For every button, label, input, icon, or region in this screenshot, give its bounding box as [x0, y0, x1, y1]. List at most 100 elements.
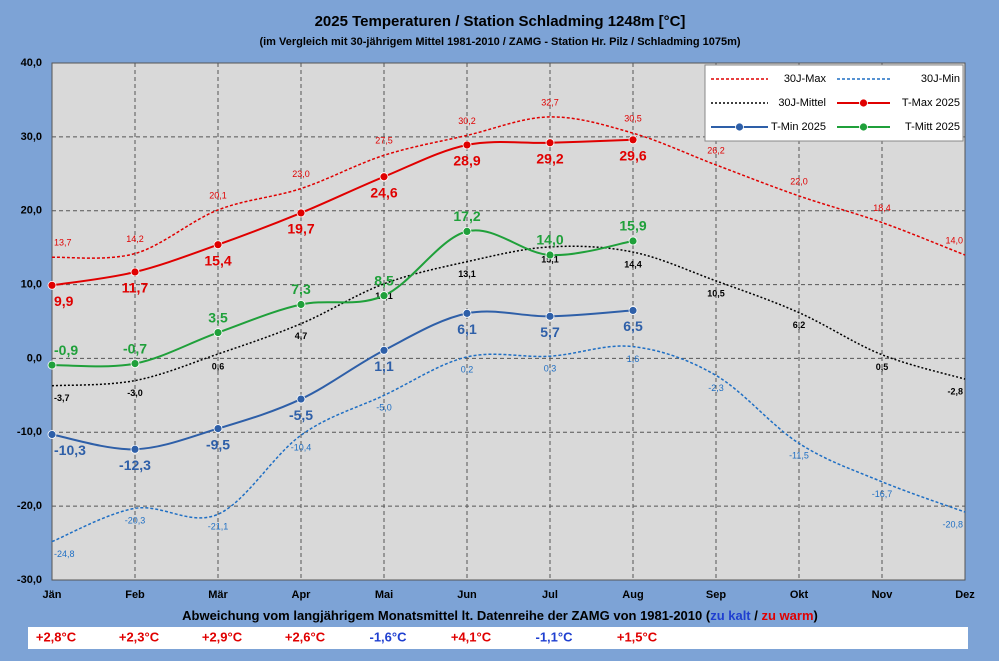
data-label: 17,2	[453, 208, 480, 224]
y-tick-label: 40,0	[21, 57, 42, 69]
marker	[545, 138, 555, 148]
data-label: 8,5	[374, 272, 394, 288]
x-tick-label: Jän	[43, 589, 62, 601]
chart-subtitle: (im Vergleich mit 30-jährigem Mittel 198…	[259, 36, 740, 48]
x-tick-label: Jun	[457, 589, 477, 601]
y-tick-label: -30,0	[17, 574, 42, 586]
legend-label: 30J-Min	[921, 73, 960, 85]
data-label: -0,7	[123, 340, 147, 356]
marker	[379, 291, 389, 301]
data-label: 0,6	[212, 361, 225, 371]
legend-marker	[859, 122, 868, 132]
data-label: 6,1	[457, 321, 477, 337]
y-tick-label: 30,0	[21, 131, 42, 143]
marker	[628, 236, 638, 246]
data-label: 7,3	[291, 281, 311, 297]
data-label: 0,5	[876, 362, 889, 372]
series-line	[51, 138, 634, 287]
data-label: 13,1	[458, 269, 476, 279]
footer-part: /	[751, 608, 762, 623]
data-label: 1,1	[374, 358, 394, 374]
legend-label: 30J-Mittel	[778, 97, 826, 109]
data-label: 30,5	[624, 114, 642, 124]
series-line	[51, 229, 634, 368]
marker	[47, 360, 57, 370]
data-label: 23,0	[292, 169, 310, 179]
y-tick-label: -20,0	[17, 500, 42, 512]
y-tick-label: 20,0	[21, 205, 42, 217]
legend-label: T-Min 2025	[771, 121, 826, 133]
data-label: 10,5	[707, 288, 725, 298]
y-tick-label: 10,0	[21, 278, 42, 290]
data-label: 14,4	[624, 259, 642, 269]
data-label: -10,3	[54, 442, 86, 458]
data-label: 4,7	[295, 331, 308, 341]
marker	[213, 424, 223, 433]
data-label: 19,7	[287, 221, 314, 237]
data-label: 32,7	[541, 97, 559, 107]
data-label: -3,7	[54, 393, 70, 403]
marker	[130, 444, 140, 454]
data-label: 18,4	[873, 203, 891, 213]
x-tick-label: Dez	[955, 589, 975, 601]
marker	[628, 306, 638, 315]
data-label: 3,5	[208, 309, 228, 325]
data-label: 29,2	[536, 150, 563, 166]
marker	[379, 345, 389, 355]
marker	[213, 328, 223, 337]
legend-marker	[735, 122, 744, 132]
data-label: 6,5	[623, 318, 643, 334]
legend-label: 30J-Max	[784, 73, 827, 85]
data-label: -5,5	[289, 407, 313, 423]
data-label: -2,3	[708, 383, 724, 393]
data-label: 0,3	[544, 364, 557, 374]
data-label: 24,6	[370, 184, 397, 200]
data-label: 28,9	[453, 153, 480, 169]
marker	[213, 240, 223, 250]
data-label: -12,3	[119, 457, 151, 473]
data-label: 0,2	[461, 364, 474, 374]
marker	[296, 208, 306, 218]
legend-label: T-Mitt 2025	[905, 121, 960, 133]
deviation: -1,6°C	[370, 629, 408, 644]
data-label: -5,0	[376, 403, 392, 413]
x-tick-label: Jul	[542, 589, 558, 601]
data-label: 11,7	[122, 280, 149, 296]
chart-title: 2025 Temperaturen / Station Schladming 1…	[315, 13, 686, 30]
data-label: 15,9	[619, 218, 646, 234]
marker	[296, 300, 306, 309]
data-label: -3,0	[127, 388, 143, 398]
footer-part: )	[814, 608, 818, 623]
x-tick-label: Okt	[790, 589, 809, 601]
data-label: -24,8	[54, 549, 75, 559]
marker	[296, 394, 306, 404]
data-label: 30,2	[458, 116, 476, 126]
data-label: 26,2	[707, 145, 725, 155]
deviation: +4,1°C	[451, 629, 492, 644]
deviation: +2,8°C	[36, 629, 77, 644]
data-label: 1,6	[627, 354, 640, 364]
data-label: -10,4	[291, 443, 312, 453]
deviation: +2,9°C	[202, 629, 243, 644]
series-line	[51, 116, 966, 259]
data-label: -20,3	[125, 516, 146, 526]
marker	[462, 226, 472, 236]
marker	[47, 430, 57, 439]
legend-marker	[859, 98, 868, 108]
deviation: +2,6°C	[285, 629, 326, 644]
data-label: -0,9	[54, 342, 78, 358]
y-tick-label: 0,0	[27, 352, 42, 364]
data-label: 6,2	[793, 320, 806, 330]
x-tick-label: Feb	[125, 589, 145, 601]
marker	[130, 267, 140, 277]
data-label: -21,1	[208, 522, 229, 532]
y-tick-label: -10,0	[17, 426, 42, 438]
data-label: -11,5	[789, 451, 809, 461]
data-label: -9,5	[206, 436, 230, 452]
plot-area	[51, 62, 966, 581]
data-label: 9,9	[54, 293, 74, 309]
data-label: 15,4	[204, 252, 231, 268]
marker	[379, 172, 389, 182]
x-tick-label: Mai	[375, 589, 393, 601]
